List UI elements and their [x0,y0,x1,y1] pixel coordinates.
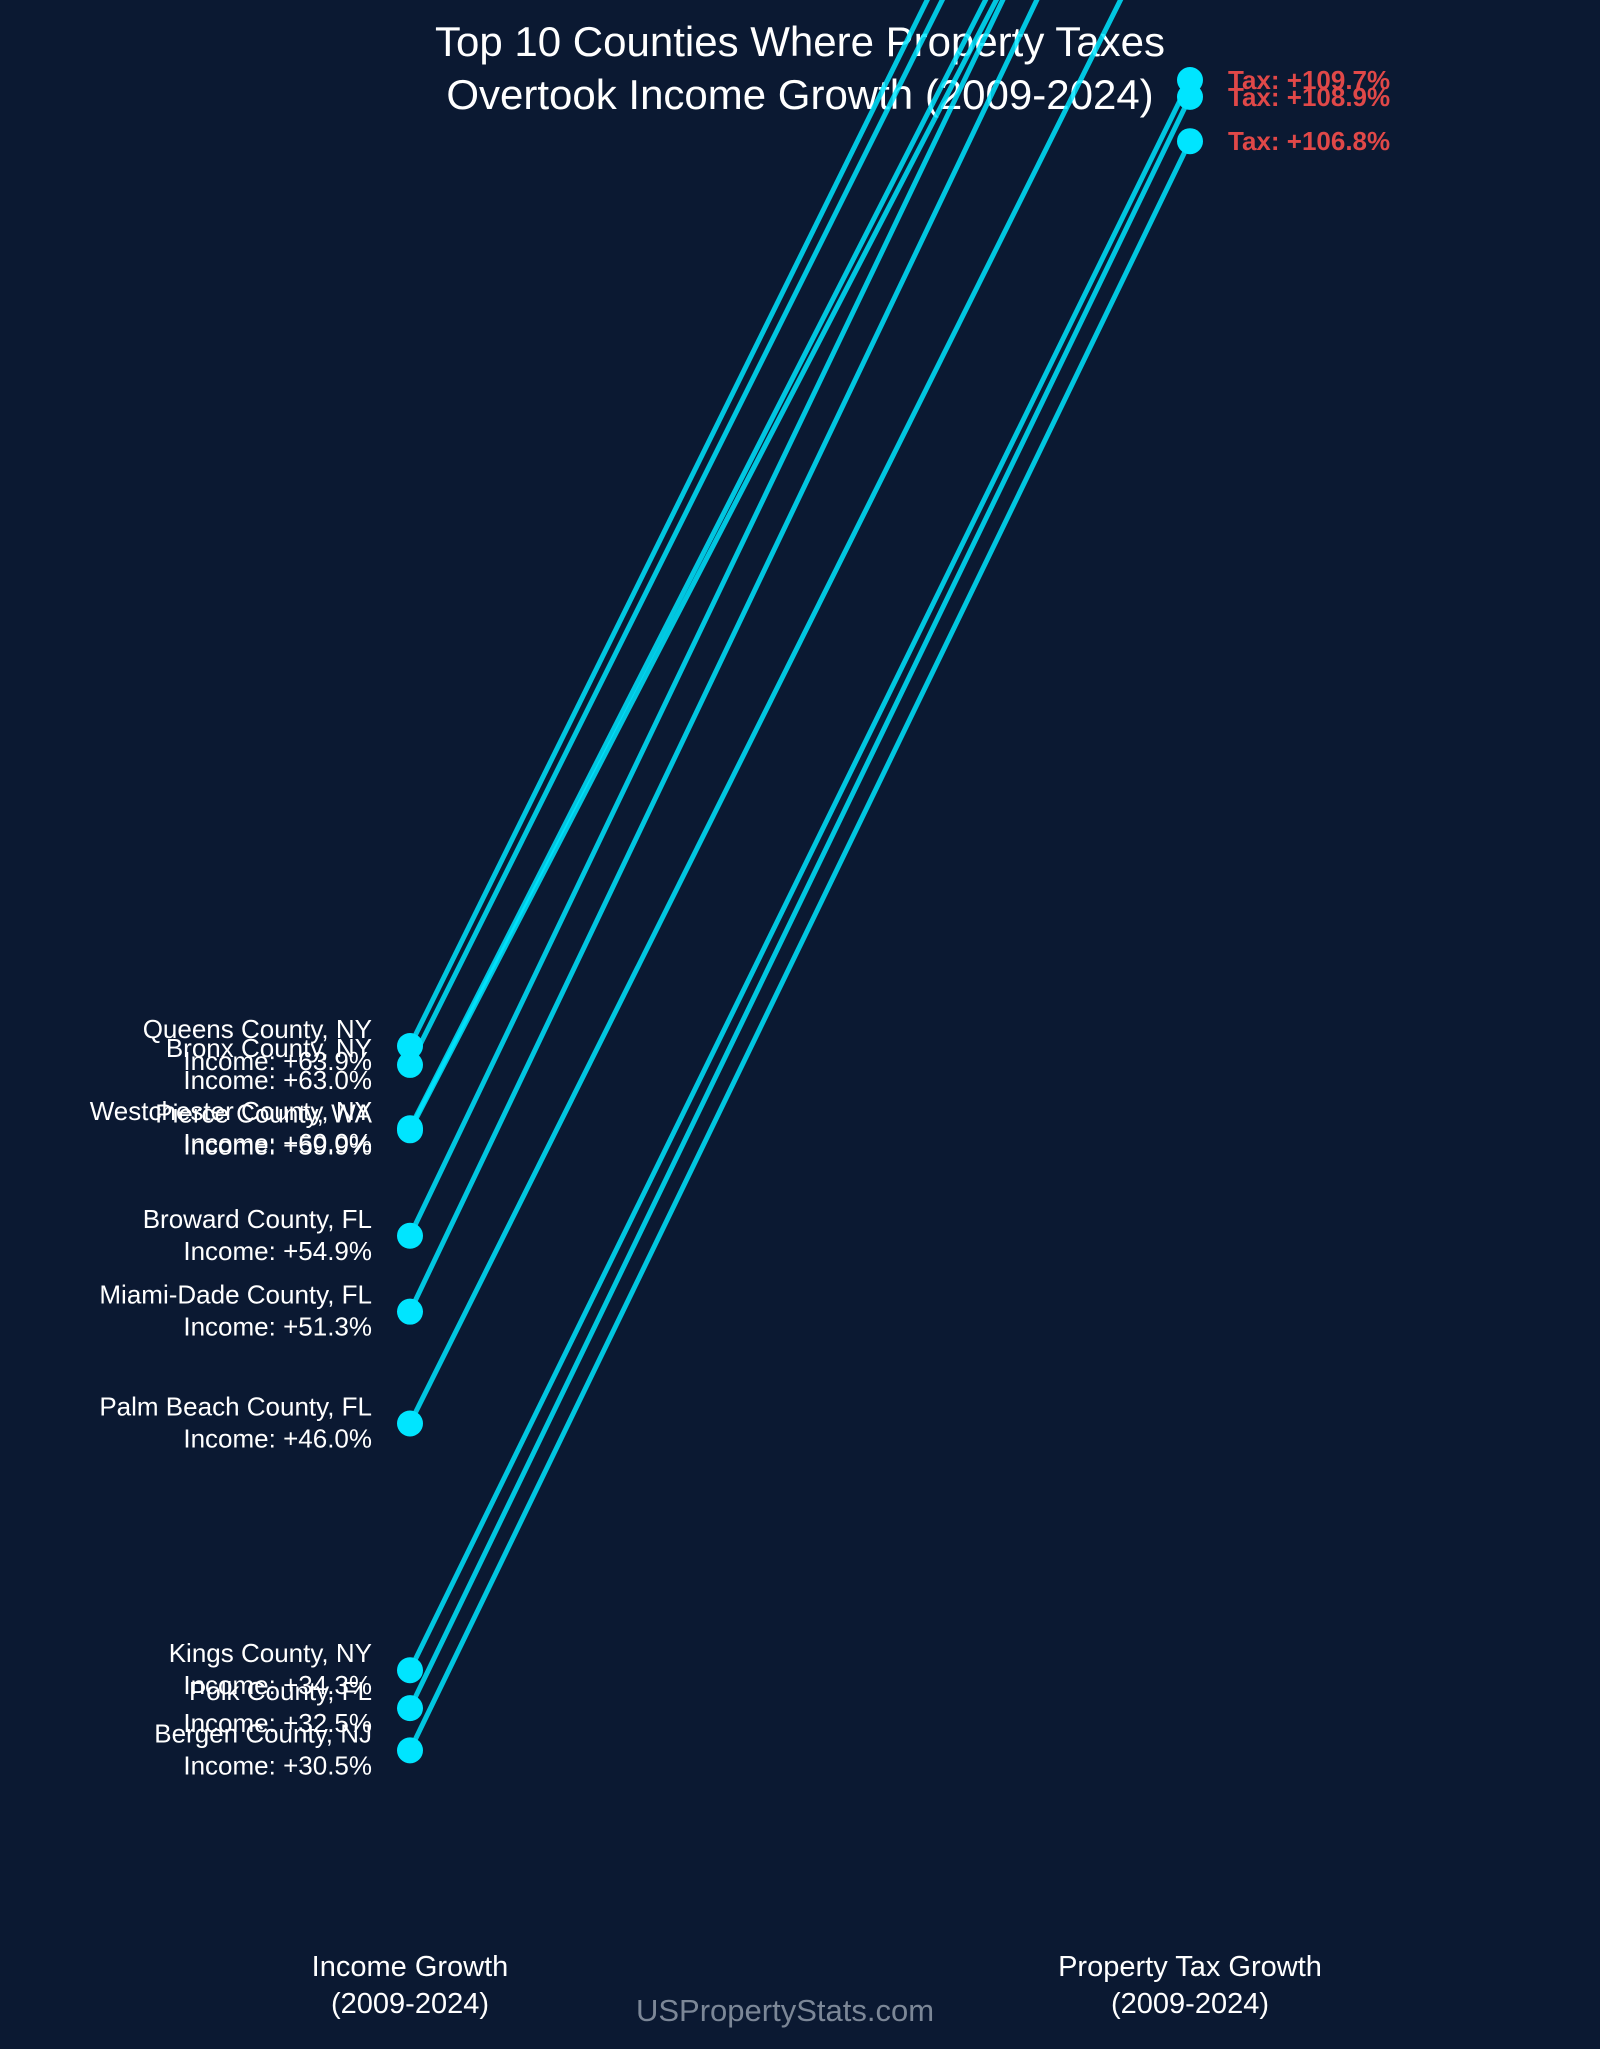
income-label-broward-county-fl: Broward County, FL Income: +54.9% [143,1204,372,1266]
tax-point-bergen-county-nj [1177,128,1203,155]
slope-line-palm-beach-county-fl [407,0,1124,1425]
income-point-broward-county-fl [397,1222,423,1249]
income-label-pierce-county-wa: Pierce County, WA Income: +59.9% [155,1098,372,1160]
slope-line-polk-county-fl [407,95,1193,1710]
income-point-miami-dade-county-fl [397,1298,423,1325]
income-label-polk-county-fl: Polk County, FL Income: +32.5% [183,1676,372,1738]
slope-line-bergen-county-nj [407,140,1193,1752]
income-point-pierce-county-wa [397,1117,423,1144]
tax-label-kings-county-ny: Tax: +109.7% [1228,65,1390,95]
income-point-kings-county-ny [397,1657,423,1684]
slope-line-queens-county-ny [407,0,930,1048]
income-label-bergen-county-nj: Bergen County, NJ Income: +30.5% [154,1718,372,1780]
x-category-income-line-2: (2009-2024) [331,1988,489,2020]
slope-line-westchester-county-ny [407,0,989,1130]
income-label-bronx-county-ny: Bronx County, NY Income: +63.0% [166,1033,372,1095]
tax-point-polk-county-fl [1177,83,1203,110]
chart-title-line-2: Overtook Income Growth (2009-2024) [446,71,1153,118]
x-category-tax-line-2: (2009-2024) [1111,1988,1269,2020]
income-label-queens-county-ny: Queens County, NY Income: +63.9% [143,1014,372,1076]
income-point-polk-county-fl [397,1695,423,1722]
income-label-kings-county-ny: Kings County, NY Income: +34.3% [169,1638,372,1700]
income-point-palm-beach-county-fl [397,1410,423,1437]
income-label-westchester-county-ny: Westchester County, NY Income: +60.0% [90,1096,372,1158]
tax-label-bergen-county-nj: Tax: +106.8% [1228,126,1390,156]
income-label-miami-dade-county-fl: Miami-Dade County, FL Income: +51.3% [99,1280,372,1342]
slope-line-broward-county-fl [407,0,1006,1237]
tax-label-polk-county-fl: Tax: +108.9% [1228,82,1390,112]
watermark: USPropertyStats.com [636,1993,934,2028]
income-point-bronx-county-ny [397,1051,423,1078]
slope-line-bronx-county-ny [407,0,946,1067]
chart-title-line-1: Top 10 Counties Where Property Taxes [435,18,1165,65]
slope-line-kings-county-ny [407,78,1193,1672]
x-category-tax-line-1: Property Tax Growth [1058,1951,1322,1983]
slope-line-miami-dade-county-fl [407,0,1040,1313]
income-point-bergen-county-nj [397,1737,423,1764]
income-label-palm-beach-county-fl: Palm Beach County, FL Income: +46.0% [99,1391,372,1453]
x-category-income-line-1: Income Growth [312,1951,509,1983]
slope-line-pierce-county-wa [407,0,1000,1132]
